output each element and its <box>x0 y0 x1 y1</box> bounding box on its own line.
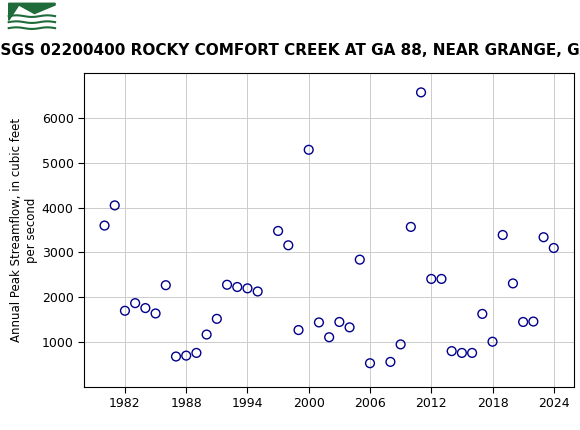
Point <box>284 242 293 249</box>
Point <box>294 327 303 334</box>
Point <box>141 304 150 311</box>
Point <box>171 353 180 360</box>
Point <box>345 324 354 331</box>
Point <box>335 319 344 326</box>
Polygon shape <box>9 3 55 20</box>
FancyBboxPatch shape <box>6 3 58 37</box>
Point <box>355 256 364 263</box>
Point <box>539 234 548 241</box>
Point <box>447 348 456 355</box>
Point <box>478 310 487 317</box>
Point <box>130 300 140 307</box>
Point <box>212 315 222 322</box>
Point <box>161 282 171 289</box>
Point <box>120 307 129 314</box>
Point <box>427 276 436 283</box>
Text: USGS 02200400 ROCKY COMFORT CREEK AT GA 88, NEAR GRANGE, GA: USGS 02200400 ROCKY COMFORT CREEK AT GA … <box>0 43 580 58</box>
Point <box>549 245 559 252</box>
Point <box>222 281 231 288</box>
Point <box>243 285 252 292</box>
Point <box>100 222 109 229</box>
Point <box>529 318 538 325</box>
Point <box>498 231 508 238</box>
Point <box>304 146 313 153</box>
Point <box>488 338 497 345</box>
Point <box>325 334 334 341</box>
Point <box>314 319 324 326</box>
Point <box>406 224 415 230</box>
Text: USGS: USGS <box>67 9 144 32</box>
Point <box>386 359 395 366</box>
Point <box>508 280 517 287</box>
Point <box>233 283 242 290</box>
Point <box>396 341 405 348</box>
Point <box>437 276 446 283</box>
Point <box>202 331 211 338</box>
Point <box>182 352 191 359</box>
Point <box>365 360 375 367</box>
Point <box>273 227 282 234</box>
Point <box>467 350 477 356</box>
Point <box>416 89 426 96</box>
Point <box>253 288 262 295</box>
Y-axis label: Annual Peak Streamflow, in cubic feet
per second: Annual Peak Streamflow, in cubic feet pe… <box>9 118 38 342</box>
Point <box>457 350 466 356</box>
Point <box>519 319 528 326</box>
Point <box>110 202 119 209</box>
Point <box>151 310 160 317</box>
Point <box>192 350 201 356</box>
